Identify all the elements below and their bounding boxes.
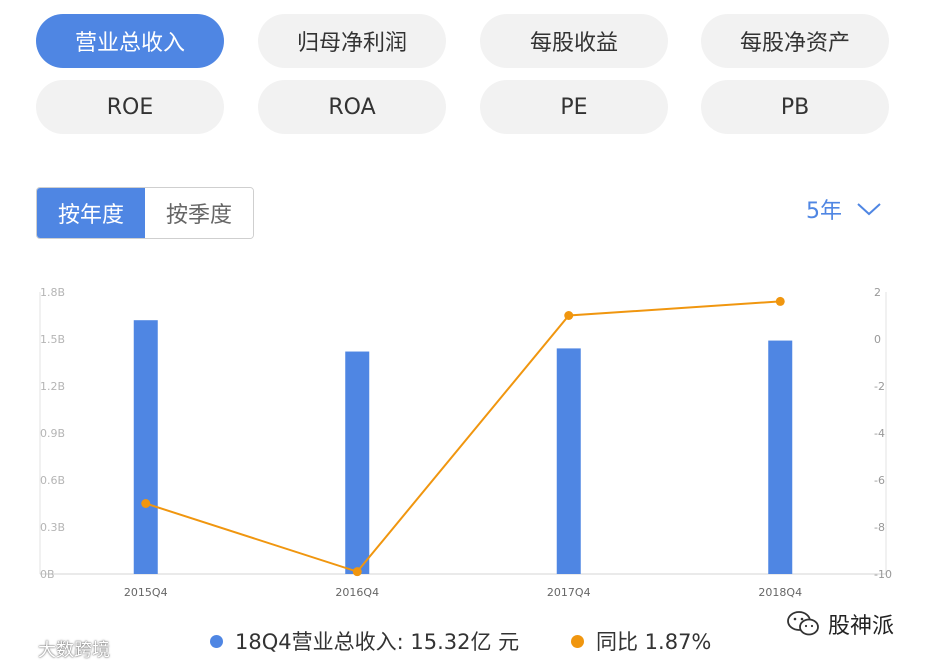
y-tick-right-label: -10	[874, 568, 892, 581]
yoy-line	[145, 300, 781, 573]
metric-tab-eps[interactable]: 每股收益	[480, 14, 668, 68]
range-select[interactable]: 5年	[806, 193, 882, 225]
chart-legend: 18Q4营业总收入: 15.32亿 元 同比 1.87%	[0, 626, 925, 656]
bar	[133, 320, 158, 574]
weibo-logo-icon	[5, 641, 35, 659]
range-select-value: 5年	[806, 199, 842, 224]
y-tick-right-label: -8	[874, 521, 885, 534]
period-toggle: 按年度 按季度	[36, 187, 254, 239]
watermark-left: 大数跨境	[4, 636, 110, 662]
bar	[345, 351, 370, 574]
annual-tab[interactable]: 按年度	[37, 188, 145, 238]
metric-tab-roe[interactable]: ROE	[36, 80, 224, 134]
y-tick-left-label: 1.5B	[40, 333, 65, 346]
watermark-right-text: 股神派	[828, 614, 895, 639]
y-tick-left-label: 1.2B	[40, 380, 65, 393]
wechat-logo-icon	[787, 611, 819, 636]
metric-tab-revenue[interactable]: 营业总收入	[36, 14, 224, 68]
metric-tab-bvps[interactable]: 每股净资产	[701, 14, 889, 68]
watermark-left-text: 大数跨境	[38, 640, 110, 661]
legend-item-revenue[interactable]: 18Q4营业总收入: 15.32亿 元	[210, 626, 519, 656]
legend-dot-revenue	[210, 634, 223, 648]
metric-tab-pb[interactable]: PB	[701, 80, 889, 134]
legend-label-revenue: 18Q4营业总收入: 15.32亿 元	[235, 630, 520, 654]
metric-tab-net-profit[interactable]: 归母净利润	[258, 14, 446, 68]
yoy-point	[564, 311, 574, 320]
quarterly-tab[interactable]: 按季度	[145, 188, 253, 238]
metric-tab-roa[interactable]: ROA	[258, 80, 446, 134]
watermark-right: 股神派	[786, 608, 894, 640]
y-tick-left-label: 0.6B	[40, 474, 65, 487]
y-tick-right-label: -6	[874, 474, 885, 487]
x-tick-label: 2018Q4	[758, 586, 802, 599]
bar	[768, 340, 793, 574]
legend-label-yoy: 同比 1.87%	[596, 630, 712, 654]
legend-item-yoy[interactable]: 同比 1.87%	[571, 626, 711, 656]
metric-tab-pe[interactable]: PE	[480, 80, 668, 134]
legend-dot-yoy	[571, 634, 584, 648]
x-tick-label: 2017Q4	[547, 586, 591, 599]
chevron-down-icon	[857, 203, 881, 216]
combo-chart: 0B 0.3B 0.6B 0.9B 1.2B 1.5B 1.8B -10 -8 -6 -4 -2 0 2 2…	[39, 286, 892, 599]
y-tick-left-label: 0B	[40, 568, 55, 581]
x-tick-label: 2015Q4	[124, 586, 168, 599]
y-tick-left-label: 0.3B	[40, 521, 65, 534]
yoy-point	[141, 499, 151, 508]
y-tick-right-label: 0	[874, 333, 881, 346]
y-tick-right-label: 2	[874, 286, 881, 299]
x-tick-label: 2016Q4	[335, 586, 379, 599]
yoy-point	[352, 567, 362, 577]
y-tick-right-label: -2	[874, 380, 885, 393]
y-tick-left-label: 0.9B	[40, 427, 65, 440]
bar	[556, 348, 581, 574]
y-tick-right-label: -4	[874, 427, 885, 440]
yoy-point	[775, 296, 785, 306]
y-tick-left-label: 1.8B	[40, 286, 65, 299]
